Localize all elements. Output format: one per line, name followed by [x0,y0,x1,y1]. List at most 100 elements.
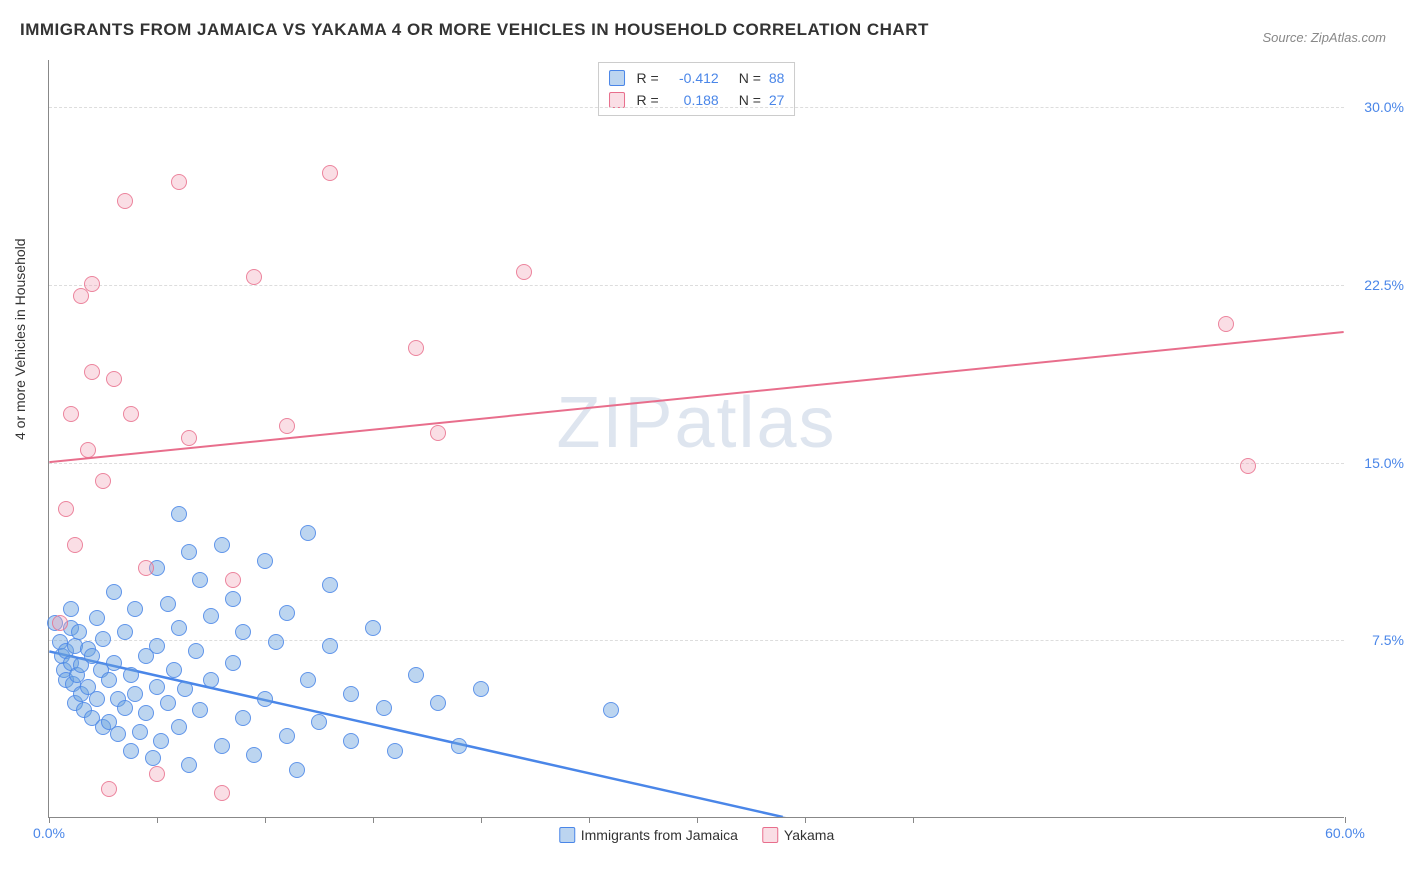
data-point [214,738,230,754]
gridline-h [49,640,1344,641]
x-tick [589,817,590,823]
swatch-blue [559,827,575,843]
trend-lines [49,60,1344,817]
data-point [192,572,208,588]
data-point [106,584,122,600]
data-point [89,610,105,626]
data-point [473,681,489,697]
n-value-pink: 27 [769,92,785,108]
y-axis-label: 4 or more Vehicles in Household [12,238,28,440]
data-point [279,605,295,621]
data-point [268,634,284,650]
r-value-pink: 0.188 [667,92,719,108]
data-point [95,631,111,647]
data-point [160,695,176,711]
x-tick-label: 60.0% [1325,825,1365,841]
data-point [127,686,143,702]
data-point [343,733,359,749]
data-point [106,371,122,387]
data-point [181,757,197,773]
data-point [225,655,241,671]
data-point [300,672,316,688]
plot-area: ZIPatlas R = -0.412 N = 88 R = 0.188 N =… [48,60,1344,818]
data-point [225,572,241,588]
data-point [71,624,87,640]
data-point [430,695,446,711]
x-tick [265,817,266,823]
data-point [408,667,424,683]
series-legend: Immigrants from Jamaica Yakama [559,827,834,843]
legend-label-blue: Immigrants from Jamaica [581,827,738,843]
data-point [138,705,154,721]
data-point [110,726,126,742]
legend-item-blue: Immigrants from Jamaica [559,827,738,843]
data-point [225,591,241,607]
data-point [132,724,148,740]
swatch-pink [762,827,778,843]
y-tick-label: 30.0% [1349,99,1404,115]
data-point [58,501,74,517]
data-point [95,473,111,489]
data-point [171,506,187,522]
data-point [246,269,262,285]
data-point [343,686,359,702]
legend-item-pink: Yakama [762,827,834,843]
x-tick [49,817,50,823]
y-tick-label: 7.5% [1349,632,1404,648]
data-point [376,700,392,716]
data-point [138,560,154,576]
data-point [117,193,133,209]
data-point [149,679,165,695]
watermark: ZIPatlas [556,382,836,464]
data-point [123,743,139,759]
data-point [63,601,79,617]
x-tick [697,817,698,823]
data-point [322,638,338,654]
data-point [127,601,143,617]
x-tick [913,817,914,823]
data-point [289,762,305,778]
data-point [149,638,165,654]
x-tick [805,817,806,823]
data-point [235,710,251,726]
gridline-h [49,285,1344,286]
data-point [322,577,338,593]
x-tick [481,817,482,823]
swatch-blue [609,70,625,86]
data-point [322,165,338,181]
data-point [214,785,230,801]
data-point [117,700,133,716]
legend-label-pink: Yakama [784,827,834,843]
data-point [603,702,619,718]
data-point [365,620,381,636]
data-point [67,537,83,553]
data-point [311,714,327,730]
y-tick-label: 15.0% [1349,455,1404,471]
data-point [106,655,122,671]
data-point [52,615,68,631]
r-value-blue: -0.412 [667,70,719,86]
data-point [181,544,197,560]
data-point [387,743,403,759]
data-point [1218,316,1234,332]
data-point [123,667,139,683]
x-tick-label: 0.0% [33,825,65,841]
data-point [84,364,100,380]
data-point [171,620,187,636]
source-label: Source: ZipAtlas.com [1262,30,1386,45]
data-point [84,276,100,292]
x-tick [157,817,158,823]
data-point [192,702,208,718]
data-point [123,406,139,422]
data-point [430,425,446,441]
n-label: N = [739,92,761,108]
data-point [279,728,295,744]
data-point [257,553,273,569]
data-point [257,691,273,707]
data-point [1240,458,1256,474]
data-point [188,643,204,659]
data-point [203,672,219,688]
n-value-blue: 88 [769,70,785,86]
data-point [246,747,262,763]
data-point [171,174,187,190]
